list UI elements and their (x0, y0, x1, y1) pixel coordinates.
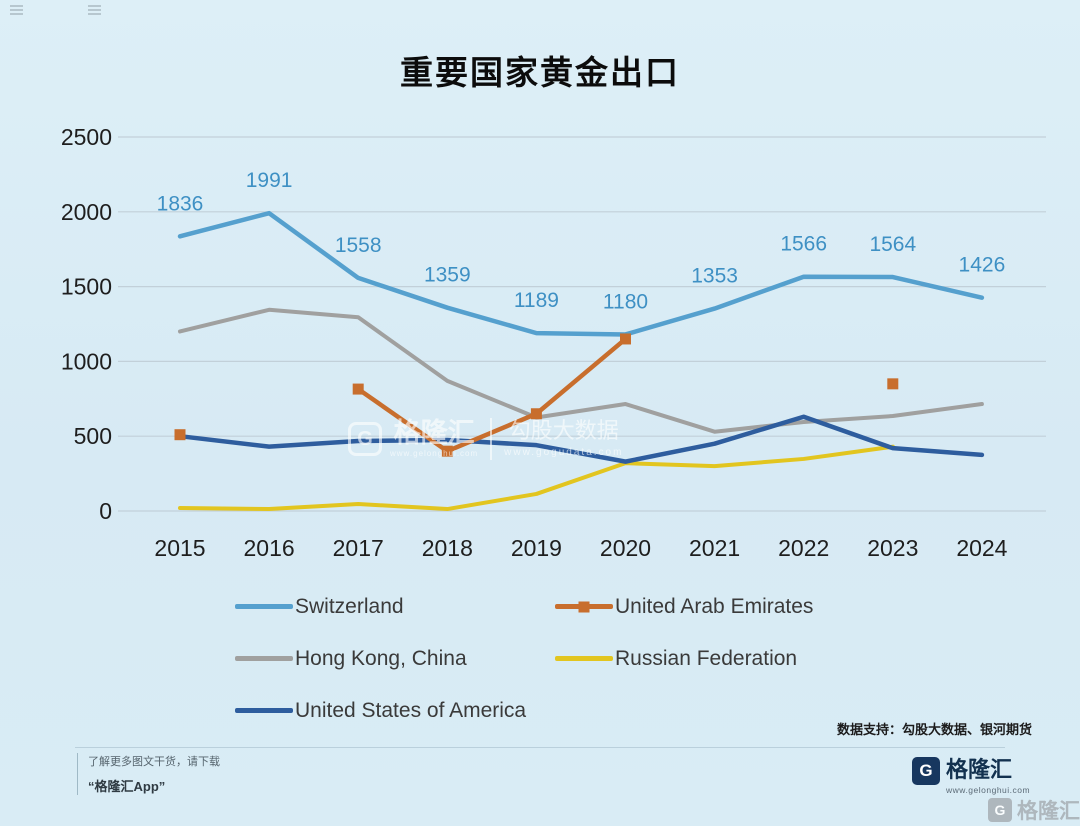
x-axis-tick-label: 2015 (154, 535, 205, 561)
legend-marker-united-arab-emirates (578, 601, 590, 612)
decoration-mark-icon (88, 5, 101, 7)
legend-item-united-states-of-america: United States of America (235, 697, 555, 724)
chart-legend: Switzerland United Arab Emirates Hong Kong… (235, 593, 813, 724)
brand-name: 格隆汇 (946, 757, 1013, 782)
data-point-marker-united-arab-emirates (174, 429, 186, 441)
x-axis-tick-label: 2023 (867, 535, 918, 561)
legend-item-russian-federation: Russian Federation (555, 645, 813, 672)
watermark-brand-block: G 格隆汇 www.gelonghui.com (348, 420, 478, 458)
legend-swatch-hong-kong-china (235, 656, 293, 661)
data-point-marker-united-arab-emirates (620, 333, 631, 345)
legend-swatch-united-arab-emirates (555, 601, 613, 612)
y-axis-tick-label: 2500 (61, 124, 112, 150)
promo-line2: “格隆汇App” (88, 779, 166, 794)
series-line-switzerland (177, 210, 985, 337)
data-point-marker-united-arab-emirates (887, 378, 899, 390)
legend-label-russian-federation: Russian Federation (615, 646, 798, 670)
x-axis-tick-label: 2019 (511, 535, 562, 561)
y-axis-tick-label: 500 (74, 423, 112, 449)
data-label-switzerland: 1836 (157, 192, 204, 215)
data-point-marker-united-arab-emirates (352, 383, 364, 395)
data-label-switzerland: 1564 (869, 233, 916, 256)
chart-title: 重要国家黄金出口 (400, 54, 680, 91)
legend-label-hong-kong-china: Hong Kong, China (295, 646, 467, 670)
gelonghui-logo-icon: G (912, 757, 940, 785)
legend-swatch-switzerland (235, 604, 293, 609)
watermark-source-block: 勾股大数据 www.gogudata.com (504, 420, 623, 458)
legend-label-united-arab-emirates: United Arab Emirates (615, 594, 814, 618)
series-line-united-states-of-america (177, 414, 985, 464)
y-axis-tick-label: 0 (99, 498, 112, 524)
watermark-source-url: www.gogudata.com (504, 447, 624, 458)
x-axis-tick-label: 2018 (422, 535, 473, 561)
data-label-switzerland: 1180 (603, 290, 648, 313)
x-axis-tick-label: 2021 (689, 535, 740, 561)
promo-note: 了解更多图文干货，请下载 “格隆汇App” (77, 753, 220, 795)
brand-footer: G 格隆汇 www.gelonghui.com (912, 757, 1030, 795)
legend-label-united-states-of-america: United States of America (295, 698, 527, 722)
legend-label-switzerland: Switzerland (295, 594, 404, 618)
x-axis-tick-label: 2024 (956, 535, 1007, 561)
data-label-switzerland: 1189 (514, 289, 559, 312)
y-axis-tick-label: 1000 (61, 348, 112, 374)
series-line-hong-kong-china (178, 307, 984, 434)
gelonghui-logo-icon: G (348, 422, 382, 456)
gelonghui-logo-icon: G (988, 798, 1012, 822)
watermark-divider (490, 418, 493, 460)
x-axis-tick-label: 2022 (778, 535, 829, 561)
corner-brand-watermark: G 格隆汇 (988, 795, 1080, 825)
legend-swatch-united-states-of-america (235, 708, 293, 713)
legend-item-hong-kong-china: Hong Kong, China (235, 645, 555, 672)
series-line-russian-federation (178, 444, 895, 512)
footer-divider (75, 747, 1005, 748)
x-axis-tick-label: 2020 (600, 535, 651, 561)
watermark-brand-url: www.gelonghui.com (390, 449, 479, 458)
data-label-switzerland: 1353 (691, 265, 738, 288)
promo-line1: 了解更多图文干货，请下载 (88, 756, 220, 768)
y-axis-tick-label: 2000 (61, 199, 112, 225)
watermark-brand-text: 格隆汇 (393, 418, 475, 448)
decoration-mark-icon (10, 5, 23, 7)
data-point-marker-united-arab-emirates (530, 408, 542, 420)
x-axis-tick-label: 2017 (333, 535, 384, 561)
data-point-marker-united-arab-emirates (441, 445, 453, 457)
legend-item-united-arab-emirates: United Arab Emirates (555, 593, 813, 620)
x-axis-tick-label: 2016 (244, 535, 295, 561)
brand-footer-column: 格隆汇 www.gelonghui.com (946, 757, 1030, 795)
watermark: G 格隆汇 www.gelonghui.com 勾股大数据 www.goguda… (348, 418, 623, 460)
y-axis-tick-label: 1500 (61, 274, 112, 300)
corner-brand-name: 格隆汇 (1017, 800, 1080, 823)
watermark-brand-column: 格隆汇 www.gelonghui.com (390, 420, 478, 458)
legend-swatch-russian-federation (555, 656, 613, 661)
brand-url: www.gelonghui.com (946, 785, 1031, 796)
legend-item-switzerland: Switzerland (235, 593, 555, 620)
data-label-switzerland: 1991 (246, 169, 293, 192)
data-label-switzerland: 1558 (335, 234, 382, 257)
watermark-source-text: 勾股大数据 (508, 418, 619, 443)
data-label-switzerland: 1566 (780, 233, 827, 256)
data-label-switzerland: 1359 (424, 264, 471, 287)
data-support-note: 数据支持：勾股大数据、银河期货 (836, 722, 1032, 737)
data-label-switzerland: 1426 (959, 254, 1006, 277)
